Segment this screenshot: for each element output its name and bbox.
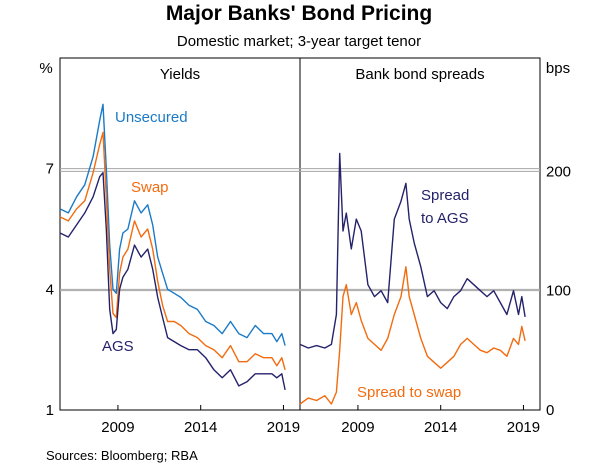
series-line-ags <box>59 171 286 391</box>
y-tick-label-1-2: 200 <box>546 163 571 180</box>
x-tick-label-1-1: 2014 <box>424 419 457 436</box>
label-ags: AGS <box>102 338 134 355</box>
x-tick-label-0-2: 2019 <box>267 419 300 436</box>
panel-title-spreads: Bank bond spreads <box>355 66 484 83</box>
label-swap: Swap <box>131 179 169 196</box>
tick-labels: 1 4 7 2009 2014 2019 0 100 200 2009 2014 2019 <box>46 161 571 436</box>
series-line-spread-to-ags <box>299 152 526 349</box>
y-tick-label-1-1: 100 <box>546 283 571 300</box>
label-spread-to-ags-line2: to AGS <box>421 210 469 227</box>
x-tick-label-0-0: 2009 <box>101 419 134 436</box>
x-tick-label-0-1: 2014 <box>184 419 217 436</box>
panel-title-yields: Yields <box>160 66 200 83</box>
chart-title: Major Banks' Bond Pricing <box>165 2 433 25</box>
y-tick-label-0-0: 1 <box>46 402 54 419</box>
series-line-swap <box>59 131 286 370</box>
series-line-unsecured <box>59 103 286 346</box>
x-tick-label-1-0: 2009 <box>341 419 374 436</box>
label-unsecured: Unsecured <box>115 109 188 126</box>
label-spread-to-ags-line1: Spread <box>421 187 469 204</box>
series-lines <box>59 103 526 405</box>
y-tick-label-1-0: 0 <box>546 402 554 419</box>
y-tick-label-0-2: 7 <box>46 161 54 178</box>
source-note: Sources: Bloomberg; RBA <box>46 448 198 463</box>
label-spread-to-swap: Spread to swap <box>357 384 461 401</box>
y-tick-label-0-1: 4 <box>46 281 54 298</box>
x-tick-label-1-2: 2019 <box>507 419 540 436</box>
left-unit-label: % <box>39 60 52 77</box>
chart-subtitle: Domestic market; 3-year target tenor <box>176 33 422 50</box>
right-unit-label: bps <box>546 60 570 77</box>
series-line-spread-to-swap <box>299 266 526 405</box>
